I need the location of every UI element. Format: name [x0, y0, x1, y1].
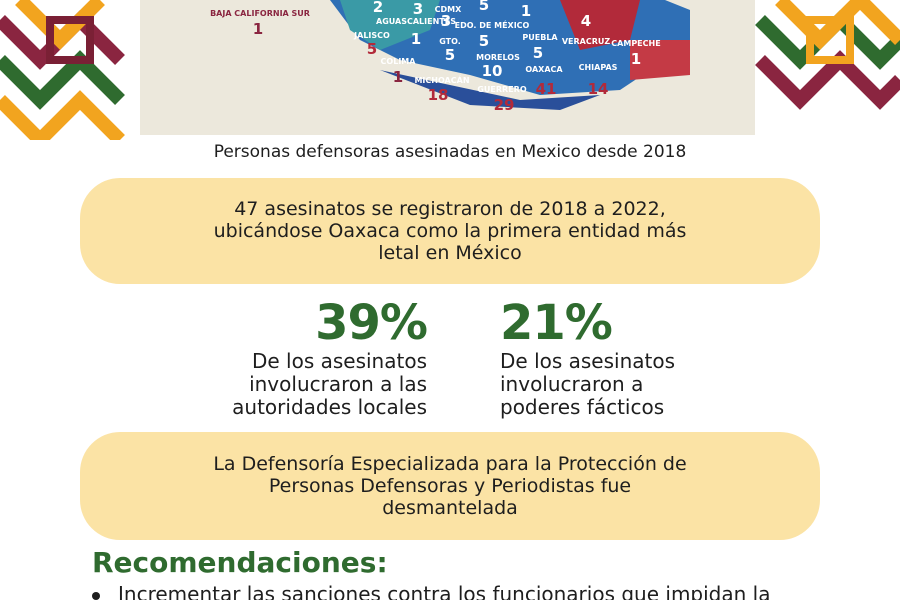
- recommendations-heading: Recomendaciones:: [92, 546, 388, 579]
- map-count: 29: [494, 96, 515, 114]
- map-state-name: VERACRUZ: [562, 37, 611, 46]
- recommendation-item: Incrementar las sanciones contra los fun…: [92, 582, 770, 600]
- map-state-name: BAJA CALIFORNIA SUR: [210, 9, 310, 18]
- map-count: 2: [373, 0, 383, 16]
- notice-line: Personas Defensoras y Periodistas fue: [268, 475, 632, 497]
- map-labels: BAJA CALIFORNIA SUR1CDMX3AGUASCALIENTES3…: [210, 0, 661, 114]
- map-state-name: MORELOS: [476, 53, 520, 62]
- map-count: 1: [521, 2, 531, 20]
- map-state-name: CDMX: [435, 5, 462, 14]
- map-count: 1: [393, 68, 403, 86]
- map-header: BAJA CALIFORNIA SUR1CDMX3AGUASCALIENTES3…: [0, 0, 900, 140]
- map-state-name: JALISCO: [353, 31, 390, 40]
- notice-line: La Defensoría Especializada para la Prot…: [213, 453, 687, 475]
- map-count: 1: [253, 20, 263, 38]
- map-state-name: AGUASCALIENTES: [376, 17, 456, 26]
- stat-text: poderes fácticos: [500, 395, 665, 419]
- stat-text: De los asesinatos: [251, 349, 427, 373]
- map-state-name: EDO. DE MÉXICO: [455, 19, 530, 30]
- map-state-name: CHIAPAS: [579, 63, 618, 72]
- map-count: 5: [479, 0, 489, 14]
- map-count: 5: [367, 40, 377, 58]
- map-count: 5: [445, 46, 455, 64]
- map-region: [560, 0, 640, 50]
- map-count: 4: [581, 12, 591, 30]
- map-region: [340, 0, 440, 50]
- map-state-name: PUEBLA: [522, 33, 558, 42]
- map-state-name: COLIMA: [381, 57, 417, 66]
- bullet: [92, 591, 100, 600]
- notice-line: desmantelada: [382, 497, 518, 519]
- map-count: 1: [411, 30, 421, 48]
- map-count: 10: [482, 62, 503, 80]
- summary-line: 47 asesinatos se registraron de 2018 a 2…: [234, 198, 666, 220]
- stat-text: autoridades locales: [232, 395, 427, 419]
- stat-value: 39%: [315, 295, 428, 351]
- stat: 39% De los asesinatos involucraron a las…: [167, 295, 428, 419]
- map-region: [380, 70, 600, 110]
- map-caption: Personas defensoras asesinadas en Mexico…: [213, 142, 687, 162]
- summary-line: ubicándose Oaxaca como la primera entida…: [213, 220, 687, 242]
- map-state-name: OAXACA: [525, 65, 563, 74]
- stat-text: involucraron a las: [249, 372, 427, 396]
- stat-text: involucraron a: [500, 372, 644, 396]
- map-count: 3: [441, 12, 451, 30]
- map-state-name: GUERRERO: [477, 85, 526, 94]
- stat-value: 21%: [500, 295, 613, 351]
- map-count: 41: [536, 80, 557, 98]
- notice-box: La Defensoría Especializada para la Prot…: [80, 432, 820, 540]
- stat: 21% De los asesinatos involucraron a pod…: [500, 296, 760, 419]
- left-pattern: [0, 0, 125, 140]
- stat-text: De los asesinatos: [500, 349, 676, 373]
- map-count: 1: [631, 50, 641, 68]
- recommendation-text: Incrementar las sanciones contra los fun…: [118, 582, 771, 600]
- map-region: [630, 40, 690, 80]
- summary-box: 47 asesinatos se registraron de 2018 a 2…: [80, 178, 820, 284]
- map-state-name: MICHOACÁN: [414, 74, 469, 85]
- right-pattern: [755, 0, 900, 110]
- map-count: 3: [413, 0, 423, 18]
- summary-line: letal en México: [378, 242, 522, 264]
- map-count: 5: [479, 32, 489, 50]
- map-count: 18: [428, 86, 449, 104]
- map-count: 5: [533, 44, 543, 62]
- map-count: 14: [588, 80, 609, 98]
- map-state-name: GTO.: [439, 37, 461, 46]
- map-state-name: CAMPECHE: [611, 39, 660, 48]
